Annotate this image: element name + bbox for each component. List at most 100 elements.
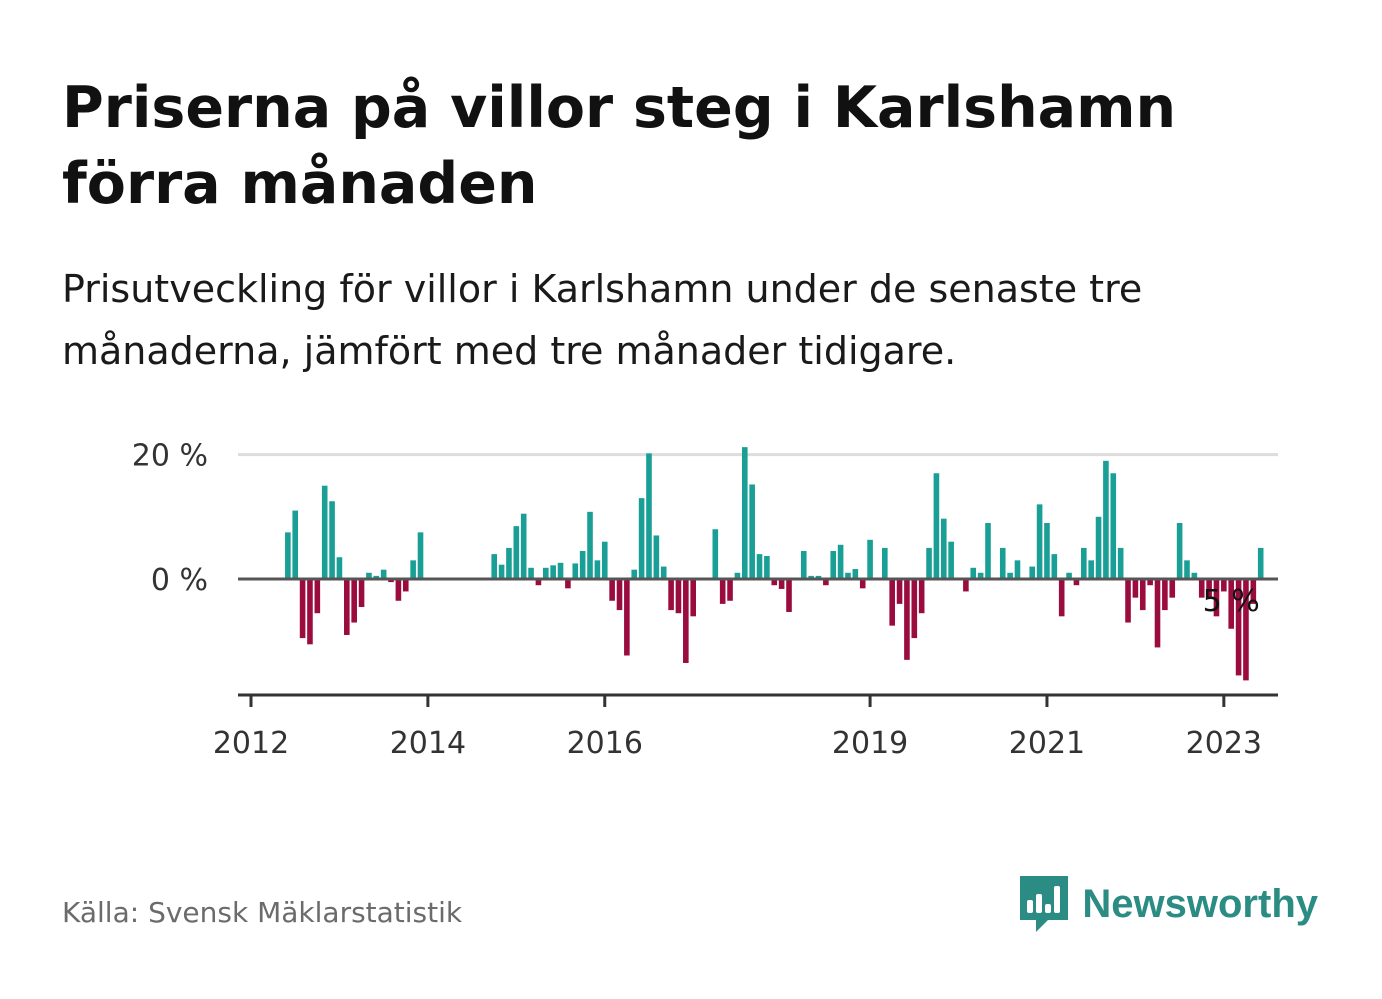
bar [1235,579,1242,676]
bar [498,564,505,579]
bar [933,473,940,579]
latest-value-label: 5 % [1203,584,1260,619]
bar [314,579,321,614]
bar [1221,579,1227,592]
bar [859,579,866,589]
chart-title: Priserna på villor steg i Karlshamn förr… [62,75,1177,217]
bar [1058,579,1065,617]
bar [1169,579,1176,598]
bar [1036,504,1043,579]
bar [321,485,328,579]
bar [778,579,785,589]
bar [579,551,586,579]
bar [513,526,520,579]
bar [683,579,689,663]
bar [417,532,424,579]
bar [1125,579,1131,623]
bar [587,511,593,579]
bar [830,551,837,579]
bar [985,523,991,579]
bar [1176,523,1183,579]
bar [1139,579,1146,611]
x-tick-label: 2012 [213,726,289,761]
bar [1081,547,1087,579]
bar [285,532,291,579]
bar [292,510,299,579]
bar [520,513,527,579]
bar [800,551,807,579]
bar [970,567,977,579]
bar [837,544,844,579]
bar [1198,579,1205,598]
bar [402,579,409,592]
bar [307,579,313,645]
bar [1191,572,1198,579]
bar [1147,579,1153,586]
bar [624,579,630,656]
bar [1213,579,1220,617]
bar [1110,473,1117,579]
bar [388,579,394,583]
bar [1029,566,1036,579]
bar [410,560,416,579]
brand-name: Newsworthy [1082,881,1318,926]
bar-chart: 0 % 20 % 2012 2014 2016 2019 2021 2023 5 % [132,439,1278,761]
bar [690,579,696,617]
bar [616,579,623,611]
bar [918,579,925,614]
bar [366,572,372,579]
bar [668,579,674,611]
bar [808,575,814,579]
bar [1243,579,1249,681]
bar [734,572,741,579]
bar [1250,579,1257,604]
x-tick-label: 2016 [567,726,643,761]
bar [395,579,402,601]
brand-logo[interactable]: Newsworthy [1018,874,1318,934]
bar [940,518,947,579]
bar [1117,547,1124,579]
bar [506,547,512,579]
bar [852,569,859,579]
bar [609,579,615,601]
bar [1014,560,1021,579]
bar [1007,572,1013,579]
bar [1051,554,1058,579]
bar [999,547,1006,579]
axes: 0 % 20 % 2012 2014 2016 2019 2021 2023 5 % [132,439,1278,761]
bar [1044,523,1050,579]
bar [601,541,608,579]
bar [712,529,719,579]
bar [926,547,932,579]
bar [550,565,556,579]
bar [543,567,549,579]
bar [845,572,851,579]
bar [727,579,733,601]
bar [1257,547,1264,579]
x-tick-label: 2023 [1186,726,1262,761]
bar [1103,460,1109,579]
bar [358,579,365,607]
bar [1088,560,1094,579]
bar [764,555,770,579]
bar [660,566,667,579]
bar [904,579,910,660]
chart-subtitle: Prisutveckling för villor i Karlshamn un… [62,267,1143,373]
bar [911,579,918,639]
bar [646,453,652,579]
bar [1066,572,1072,579]
bar [1095,516,1102,579]
bar [373,575,380,579]
bar [771,579,778,586]
bar [1228,579,1235,629]
bar [756,554,763,579]
bar [638,498,645,579]
bars [285,447,1264,681]
bar [1154,579,1161,648]
bar [572,563,579,579]
bar [344,579,350,635]
bar [896,579,903,604]
bar [977,572,984,579]
bar [351,579,357,623]
bar [299,579,306,639]
